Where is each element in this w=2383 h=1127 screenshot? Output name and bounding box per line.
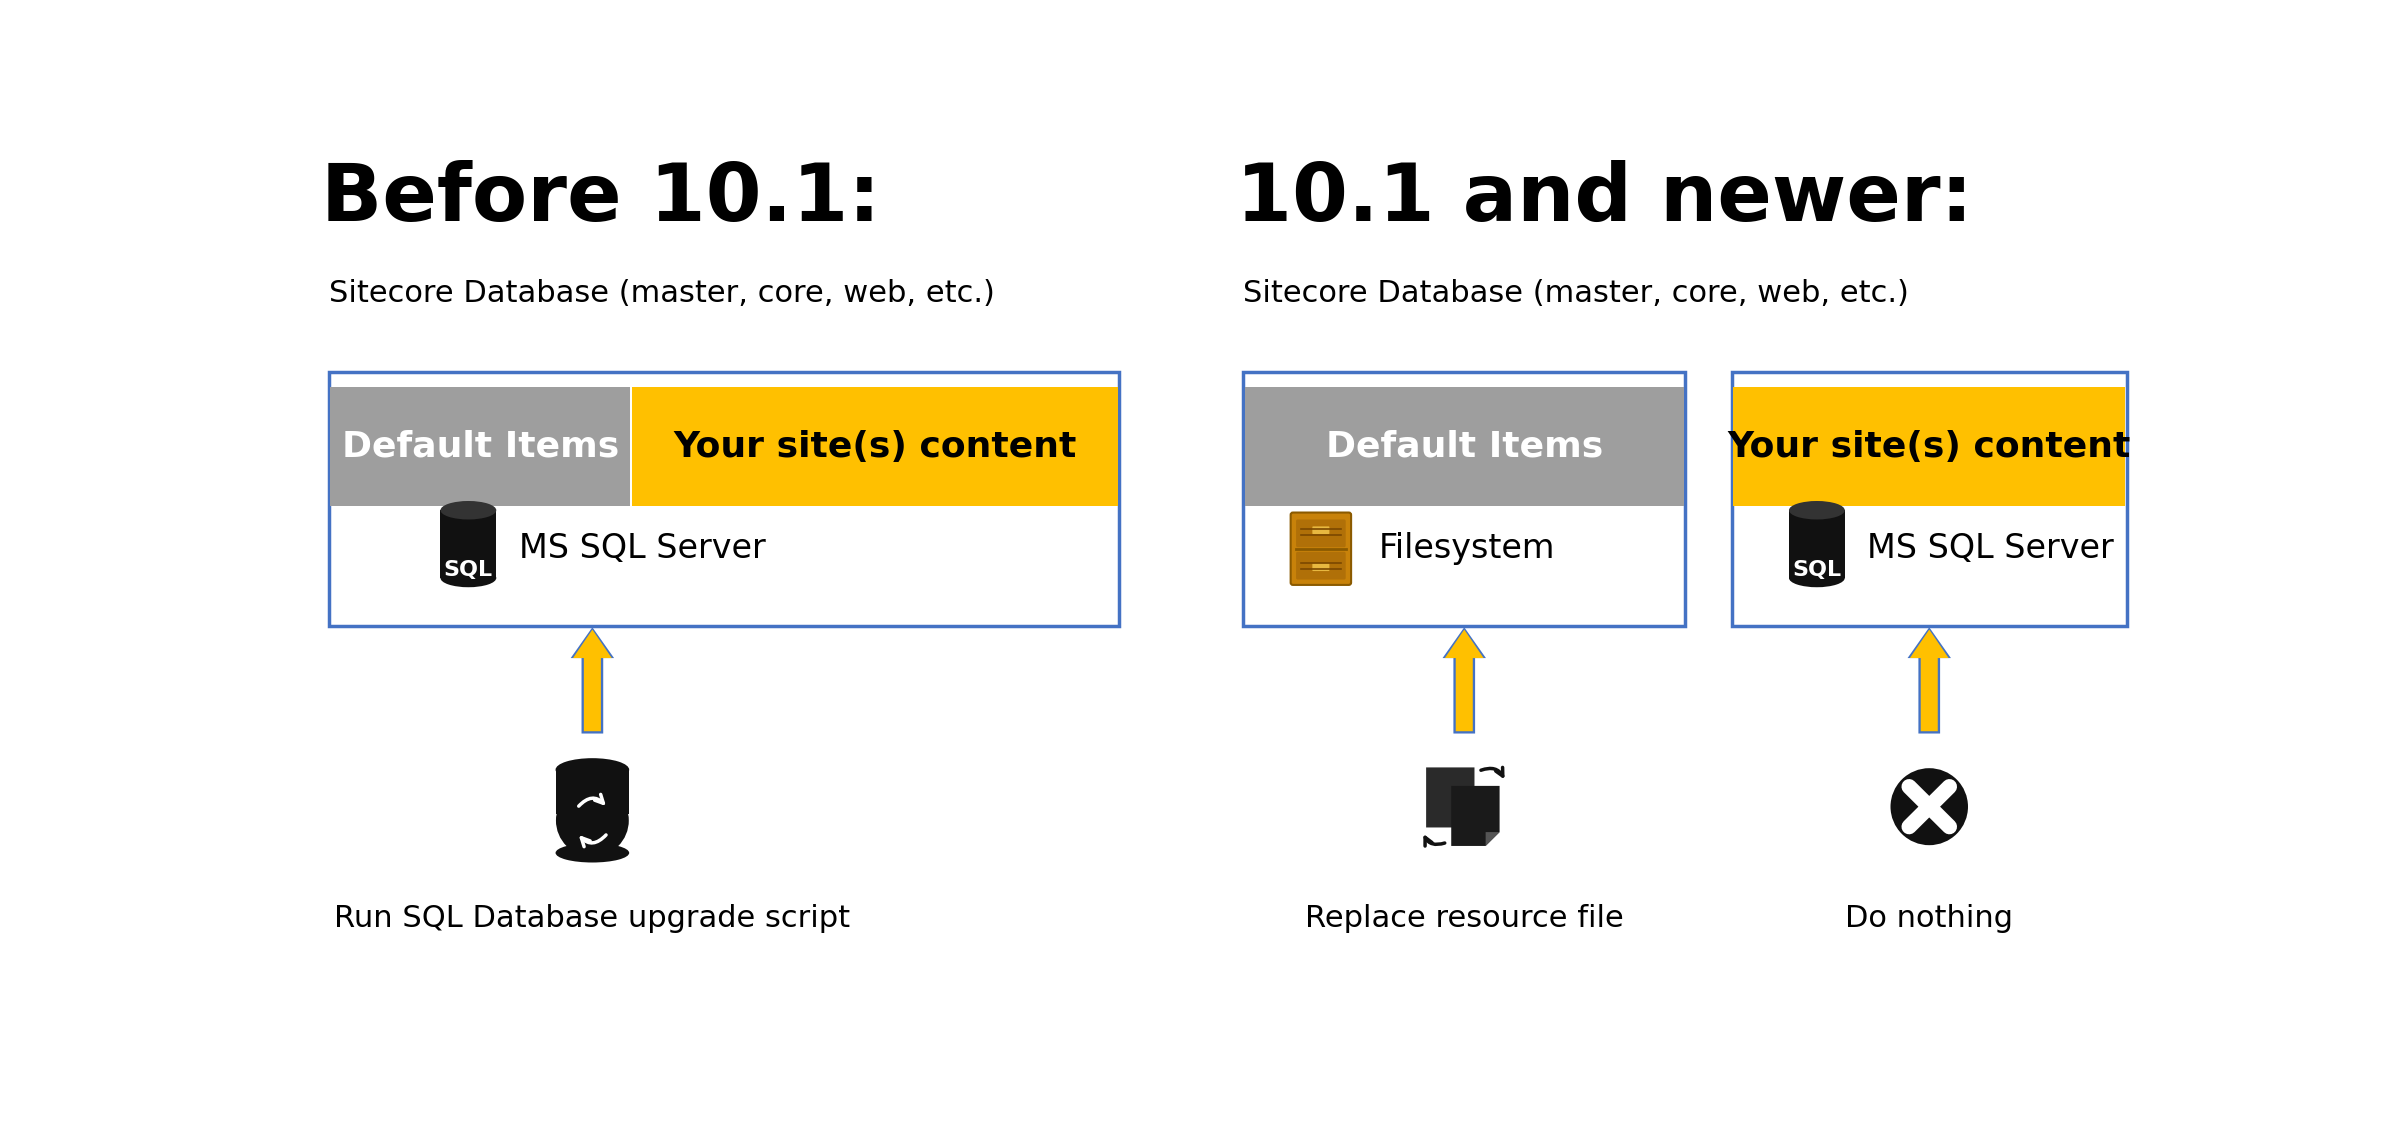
Text: Your site(s) content: Your site(s) content — [672, 429, 1077, 463]
Circle shape — [555, 784, 629, 857]
Text: Before 10.1:: Before 10.1: — [322, 160, 882, 238]
Bar — [631, 387, 1118, 506]
Text: Replace resource file: Replace resource file — [1306, 904, 1623, 933]
FancyBboxPatch shape — [1296, 520, 1346, 548]
Polygon shape — [1485, 832, 1499, 846]
Polygon shape — [1444, 630, 1485, 731]
Circle shape — [1890, 769, 1968, 845]
Bar — [329, 372, 1120, 625]
Text: Filesystem: Filesystem — [1380, 532, 1556, 566]
Text: Sitecore Database (master, core, web, etc.): Sitecore Database (master, core, web, et… — [1244, 279, 1909, 308]
Polygon shape — [1909, 630, 1949, 731]
Text: Run SQL Database upgrade script: Run SQL Database upgrade script — [334, 904, 851, 933]
FancyBboxPatch shape — [1313, 564, 1330, 571]
Ellipse shape — [555, 758, 629, 781]
Ellipse shape — [1790, 569, 1844, 587]
Ellipse shape — [555, 843, 629, 862]
Polygon shape — [1425, 767, 1475, 827]
Text: MS SQL Server: MS SQL Server — [1868, 532, 2114, 566]
FancyArrowPatch shape — [581, 835, 605, 846]
Polygon shape — [555, 770, 629, 815]
FancyArrowPatch shape — [1425, 837, 1444, 846]
Bar — [1732, 372, 2128, 625]
Text: 10.1 and newer:: 10.1 and newer: — [1237, 160, 1973, 238]
Bar — [1244, 372, 1685, 625]
Text: Do nothing: Do nothing — [1844, 904, 2014, 933]
Ellipse shape — [441, 502, 496, 520]
Text: SQL: SQL — [443, 560, 493, 580]
Polygon shape — [1461, 814, 1475, 827]
Polygon shape — [1442, 628, 1487, 734]
FancyBboxPatch shape — [1292, 513, 1351, 585]
Polygon shape — [570, 628, 615, 734]
FancyArrowPatch shape — [579, 795, 603, 806]
Ellipse shape — [441, 569, 496, 587]
FancyBboxPatch shape — [1313, 526, 1330, 534]
Polygon shape — [572, 630, 612, 731]
Polygon shape — [441, 511, 496, 578]
Polygon shape — [1790, 511, 1844, 578]
Text: Default Items: Default Items — [1325, 429, 1604, 463]
Polygon shape — [1451, 786, 1499, 846]
Bar — [1732, 387, 2126, 506]
Text: Sitecore Database (master, core, web, etc.): Sitecore Database (master, core, web, et… — [329, 279, 994, 308]
FancyArrowPatch shape — [1480, 767, 1504, 777]
Bar — [331, 387, 631, 506]
Ellipse shape — [1790, 502, 1844, 520]
Text: Default Items: Default Items — [341, 429, 620, 463]
Bar — [1244, 387, 1682, 506]
Polygon shape — [1906, 628, 1952, 734]
Text: Your site(s) content: Your site(s) content — [1728, 429, 2130, 463]
Text: SQL: SQL — [1792, 560, 1842, 580]
Text: MS SQL Server: MS SQL Server — [519, 532, 765, 566]
FancyBboxPatch shape — [1296, 552, 1346, 579]
